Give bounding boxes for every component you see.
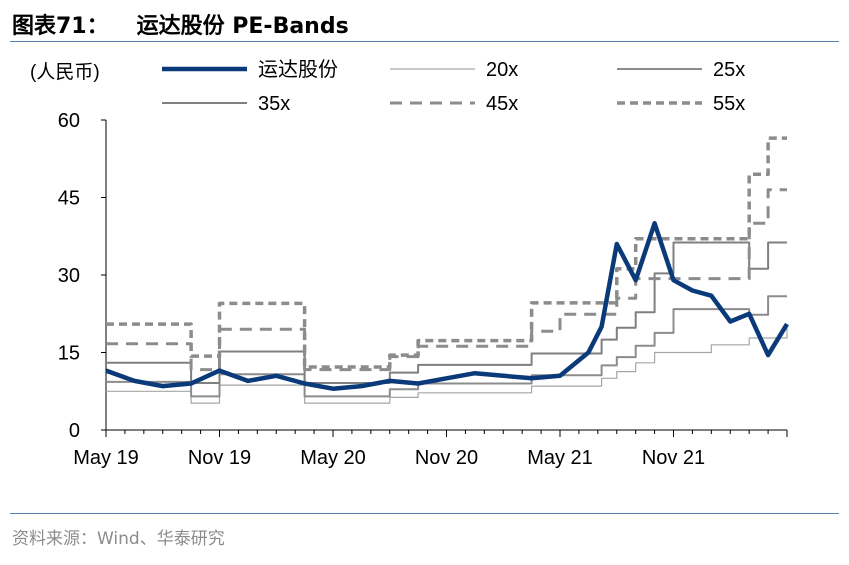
y-tick-label: 15 bbox=[58, 343, 80, 365]
x-tick-label: May 21 bbox=[527, 447, 593, 469]
y-tick-label: 30 bbox=[58, 265, 80, 287]
source-note: 资料来源：Wind、华泰研究 bbox=[12, 529, 225, 549]
y-tick-label: 0 bbox=[69, 420, 80, 442]
x-tick-label: Nov 19 bbox=[188, 447, 251, 469]
chart-legend: 运达股份 20x 25x 35x 45x 55x bbox=[162, 58, 745, 115]
y-tick-label: 45 bbox=[58, 188, 80, 210]
legend-label-35x: 35x bbox=[258, 93, 290, 115]
x-tick-label: Nov 20 bbox=[415, 447, 478, 469]
y-unit-label: (人民币) bbox=[30, 61, 100, 83]
series-line-45x bbox=[106, 188, 787, 372]
legend-label-20x: 20x bbox=[486, 59, 518, 81]
y-tick-label: 60 bbox=[58, 110, 80, 132]
legend-label-25x: 25x bbox=[713, 59, 745, 81]
bottom-rule bbox=[10, 513, 839, 514]
legend-label-stock: 运达股份 bbox=[258, 58, 338, 81]
chart-title: 运达股份 PE-Bands bbox=[136, 14, 349, 39]
plot-area bbox=[105, 136, 789, 404]
series-line-stock bbox=[105, 221, 789, 391]
chart-axes: (人民币) 60 45 30 15 0 May 19 Nov 19 May 20 Nov 20 Ma… bbox=[30, 61, 788, 469]
top-rule bbox=[10, 41, 839, 42]
pe-bands-chart: (人民币) 60 45 30 15 0 May 19 Nov 19 May 20 Nov 20 Ma… bbox=[30, 58, 789, 469]
legend-label-45x: 45x bbox=[486, 93, 518, 115]
series-line-55x bbox=[106, 136, 787, 369]
x-tick-label: May 20 bbox=[300, 447, 366, 469]
series-line-20x bbox=[106, 324, 788, 404]
figure-title: 图表71： 运达股份 PE-Bands bbox=[12, 8, 349, 40]
legend-label-55x: 55x bbox=[713, 93, 745, 115]
figure-label: 图表71： bbox=[12, 14, 109, 39]
x-tick-label: Nov 21 bbox=[642, 447, 705, 469]
series-line-35x bbox=[106, 241, 787, 384]
x-tick-label: May 19 bbox=[73, 447, 139, 469]
